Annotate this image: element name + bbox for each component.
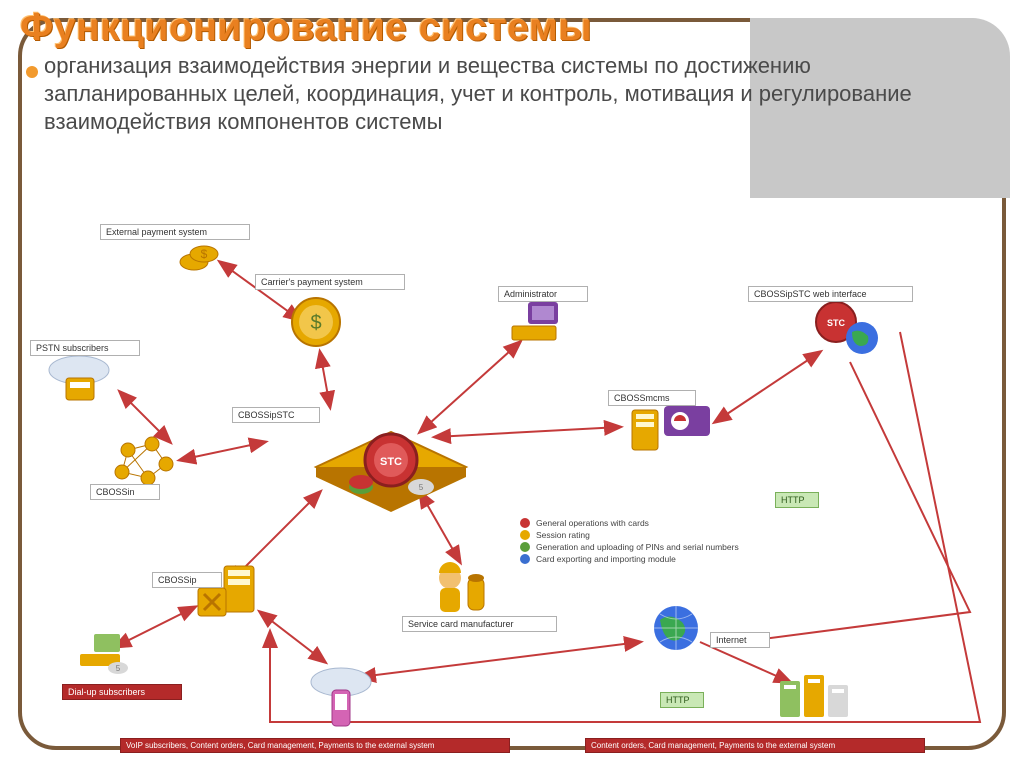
svg-text:STC: STC xyxy=(380,456,402,468)
diagram-legend: General operations with cardsSession rat… xyxy=(520,516,739,566)
bullet-text: организация взаимодействия энергии и вещ… xyxy=(44,52,994,136)
node-icon-admin xyxy=(506,298,562,346)
node-label-admin: Administrator xyxy=(498,286,588,302)
node-label-cbossip: CBOSSip xyxy=(152,572,222,588)
node-icon-cbossipstc: STC 5 xyxy=(306,412,476,522)
node-label-http2: HTTP xyxy=(660,692,704,708)
svg-text:STC: STC xyxy=(827,318,846,328)
node-icon-voip-phone xyxy=(306,662,376,732)
node-label-http1: HTTP xyxy=(775,492,819,508)
node-label-svc: Service card manufacturer xyxy=(402,616,557,632)
node-label-web: CBOSSipSTC web interface xyxy=(748,286,913,302)
node-icon-internet xyxy=(646,602,710,658)
node-label-internet: Internet xyxy=(710,632,770,648)
node-label-pstn: PSTN subscribers xyxy=(30,340,140,356)
bullet-icon xyxy=(26,66,38,78)
node-icon-svc xyxy=(426,560,496,620)
node-label-bottom-left: VoIP subscribers, Content orders, Card m… xyxy=(120,738,510,753)
node-icon-pstn xyxy=(44,352,114,408)
node-icon-web: STC xyxy=(806,298,886,362)
node-icon-cbossmcms xyxy=(626,400,716,458)
node-label-cbossipstc: CBOSSipSTC xyxy=(232,407,320,423)
node-icon-dialup: 5 xyxy=(76,632,130,676)
node-label-cbossmcms: CBOSSmcms xyxy=(608,390,696,406)
node-icon-servers xyxy=(776,667,856,723)
svg-text:$: $ xyxy=(310,312,321,334)
node-label-dialup: Dial-up subscribers xyxy=(62,684,182,700)
node-icon-carrier: $ xyxy=(286,292,346,352)
node-label-bottom-right: Content orders, Card management, Payment… xyxy=(585,738,925,753)
node-icon-cbossip xyxy=(194,560,264,624)
slide-content: Функционирование системы организация вза… xyxy=(0,0,1024,768)
node-label-ext-payment: External payment system xyxy=(100,224,250,240)
svg-text:$: $ xyxy=(201,247,208,261)
node-icon-cbossin xyxy=(108,430,178,488)
node-label-carrier: Carrier's payment system xyxy=(255,274,405,290)
slide-title: Функционирование системы xyxy=(20,6,592,50)
node-label-cbossin: CBOSSin xyxy=(90,484,160,500)
svg-text:5: 5 xyxy=(116,664,121,673)
svg-text:5: 5 xyxy=(419,483,424,492)
system-diagram: External payment system PSTN subscribers C… xyxy=(20,212,1010,756)
